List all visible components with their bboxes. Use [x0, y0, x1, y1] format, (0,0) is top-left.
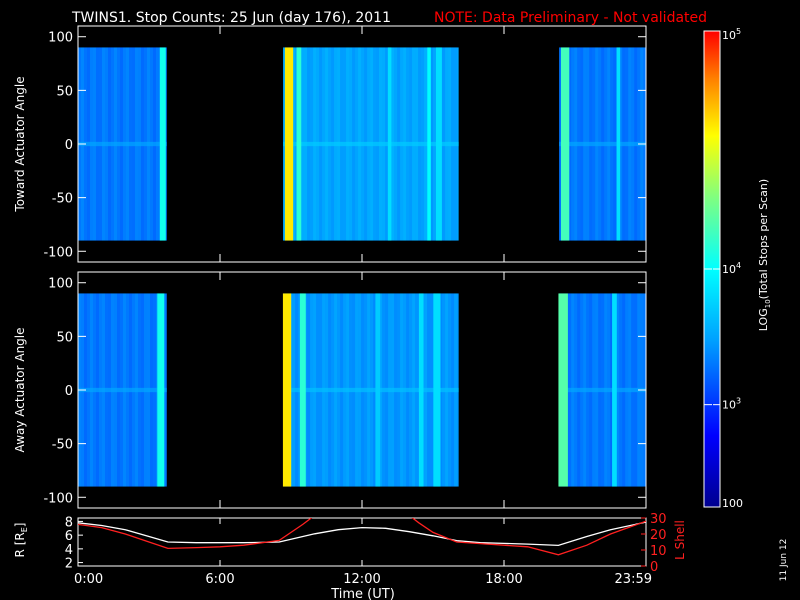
ytick-label: 0 [65, 138, 73, 153]
colorbar-label-prefix: LOG [757, 308, 770, 331]
orbit-ytick-left-label: 6 [65, 529, 73, 544]
colorbar-tick-exp: 5 [736, 27, 741, 36]
orbit-ytick-left-label: 8 [65, 515, 73, 530]
r-distance-curve [78, 521, 646, 547]
feature-streak-1 [284, 47, 294, 241]
feature-streak-7 [616, 47, 621, 241]
colorbar-tick-label: 103 [722, 397, 741, 412]
orbit-xtick-label: 23:59 [615, 572, 652, 587]
colorbar-tick-base: 100 [722, 497, 743, 510]
orbit-ylabel-right: L Shell [673, 520, 687, 560]
toward-heatmap-panel: 100 50 0 -50 -100 [43, 25, 647, 263]
orbit-ytick-right-label: 20 [650, 528, 667, 543]
orbit-ylabel-left-main: R [R [13, 532, 27, 557]
orbit-ytick-right-label: 0 [650, 560, 658, 575]
colorbar-tick-base: 10 [722, 29, 736, 42]
orbit-ytick-right-label: 10 [650, 544, 667, 559]
orbit-ytick-left-label: 2 [65, 557, 73, 572]
colorbar-tick-base: 10 [722, 263, 736, 276]
colorbar-tick-base: 10 [722, 399, 736, 412]
orbit-ytick-left-label: 4 [65, 543, 73, 558]
toward-ylabel: Toward Actuator Angle [13, 76, 27, 212]
colorbar-tick-label: 104 [722, 261, 741, 276]
feature-streak-3 [387, 47, 392, 241]
figure-title: TWINS1. Stop Counts: 25 Jun (day 176), 2… [71, 10, 391, 26]
zero-angle-band [559, 141, 646, 147]
side-date: 11 Jun 12 [779, 539, 789, 582]
ytick-label: -100 [43, 491, 73, 506]
colorbar-label-rest: (Total Stops per Scan) [757, 179, 770, 300]
orbit-ylabel-left-end: ] [13, 523, 27, 528]
orbit-xlabel: Time (UT) [330, 587, 395, 600]
colorbar-label: LOG10(Total Stops per Scan) [757, 179, 772, 331]
zero-angle-band [559, 387, 646, 393]
feature-streak-0 [159, 47, 166, 241]
preliminary-note: NOTE: Data Preliminary - Not validated [434, 10, 707, 26]
feature-streak-6 [558, 293, 568, 487]
feature-streak-4 [418, 293, 424, 487]
ytick-label: -50 [52, 192, 73, 207]
away-ylabel: Away Actuator Angle [13, 327, 27, 452]
feature-streak-1 [282, 293, 292, 487]
feature-streak-4 [427, 47, 431, 241]
orbit-ytick-right-label: 30 [650, 512, 667, 527]
feature-streak-5 [433, 293, 441, 487]
colorbar-label-sub: 10 [764, 299, 772, 308]
colorbar-tick-label: 100 [722, 497, 743, 510]
feature-streak-0 [157, 293, 165, 487]
feature-streak-2 [299, 293, 306, 487]
feature-streak-3 [375, 293, 381, 487]
orbit-xtick-label: 12:00 [343, 572, 380, 587]
ytick-label: 100 [48, 31, 73, 46]
ytick-label: 100 [48, 277, 73, 292]
colorbar-tick-exp: 3 [736, 397, 741, 406]
colorbar-tick-label: 105 [722, 27, 741, 42]
zero-angle-band [78, 141, 167, 147]
ytick-label: 50 [56, 330, 73, 345]
zero-angle-band [78, 387, 167, 393]
feature-streak-2 [296, 47, 302, 241]
feature-streak-5 [435, 47, 442, 241]
orbit-ylabel-left: R [RE] [13, 523, 29, 558]
colorbar-tick-exp: 4 [736, 261, 741, 270]
orbit-xtick-label: 0:00 [74, 572, 103, 587]
lshell-curve [78, 518, 646, 556]
zero-angle-band [283, 141, 459, 147]
ytick-label: 50 [56, 84, 73, 99]
ytick-label: -100 [43, 245, 73, 260]
zero-angle-band [283, 387, 459, 393]
ytick-label: -50 [52, 438, 73, 453]
feature-streak-6 [560, 47, 570, 241]
orbit-xtick-label: 18:00 [485, 572, 522, 587]
feature-streak-7 [612, 293, 617, 487]
orbit-xtick-label: 6:00 [205, 572, 234, 587]
ytick-label: 0 [65, 384, 73, 399]
orbit-ylabel-left-sub: E [20, 527, 29, 532]
away-heatmap-panel: 100 50 0 -50 -100 [43, 271, 647, 509]
